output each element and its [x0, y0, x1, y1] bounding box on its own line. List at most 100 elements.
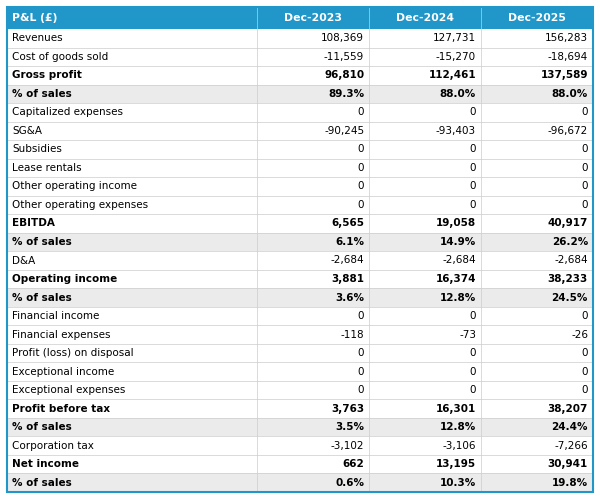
Text: 108,369: 108,369 — [321, 33, 364, 43]
Text: 88.0%: 88.0% — [552, 89, 588, 99]
Text: 16,374: 16,374 — [436, 274, 476, 284]
Text: 0: 0 — [470, 200, 476, 210]
Text: Financial expenses: Financial expenses — [12, 329, 110, 340]
Text: 89.3%: 89.3% — [328, 89, 364, 99]
Text: 0: 0 — [470, 163, 476, 173]
Text: Dec-2025: Dec-2025 — [508, 13, 566, 23]
Bar — [7, 233, 593, 251]
Text: 0: 0 — [581, 107, 588, 117]
Text: Profit before tax: Profit before tax — [12, 404, 110, 414]
Text: -15,270: -15,270 — [436, 52, 476, 62]
Bar — [7, 29, 593, 47]
Text: -3,102: -3,102 — [331, 441, 364, 451]
Bar — [7, 159, 593, 177]
Bar — [7, 381, 593, 399]
Text: 0: 0 — [581, 144, 588, 154]
Text: -93,403: -93,403 — [436, 126, 476, 136]
Text: D&A: D&A — [12, 255, 35, 265]
Bar — [7, 47, 593, 66]
Text: 0: 0 — [358, 311, 364, 321]
Bar — [7, 362, 593, 381]
Text: 156,283: 156,283 — [545, 33, 588, 43]
Text: -73: -73 — [459, 329, 476, 340]
Text: 26.2%: 26.2% — [552, 237, 588, 247]
Text: % of sales: % of sales — [12, 478, 72, 488]
Bar — [7, 307, 593, 325]
Text: Net income: Net income — [12, 459, 79, 469]
Text: Gross profit: Gross profit — [12, 70, 82, 80]
Text: 19.8%: 19.8% — [552, 478, 588, 488]
Bar — [7, 177, 593, 196]
Text: Operating income: Operating income — [12, 274, 117, 284]
Text: -2,684: -2,684 — [442, 255, 476, 265]
Text: 0: 0 — [581, 311, 588, 321]
Text: 0: 0 — [358, 107, 364, 117]
Text: 0: 0 — [470, 311, 476, 321]
Text: 13,195: 13,195 — [436, 459, 476, 469]
Text: 0: 0 — [581, 200, 588, 210]
Text: 0: 0 — [358, 144, 364, 154]
Text: % of sales: % of sales — [12, 422, 72, 432]
Text: -90,245: -90,245 — [324, 126, 364, 136]
Text: 0: 0 — [470, 107, 476, 117]
Text: 16,301: 16,301 — [436, 404, 476, 414]
Text: Exceptional income: Exceptional income — [12, 367, 114, 377]
Text: Capitalized expenses: Capitalized expenses — [12, 107, 123, 117]
Text: 12.8%: 12.8% — [440, 422, 476, 432]
Text: 24.5%: 24.5% — [551, 292, 588, 302]
Text: Subsidies: Subsidies — [12, 144, 62, 154]
Text: EBITDA: EBITDA — [12, 219, 55, 229]
Text: 0.6%: 0.6% — [335, 478, 364, 488]
Bar — [7, 344, 593, 362]
Bar — [7, 325, 593, 344]
Text: 10.3%: 10.3% — [440, 478, 476, 488]
Bar — [7, 474, 593, 492]
Text: 137,589: 137,589 — [541, 70, 588, 80]
Bar — [7, 196, 593, 214]
Text: Dec-2024: Dec-2024 — [396, 13, 454, 23]
Text: Corporation tax: Corporation tax — [12, 441, 94, 451]
Text: 3.5%: 3.5% — [335, 422, 364, 432]
Text: 0: 0 — [470, 144, 476, 154]
Bar — [7, 122, 593, 140]
Bar — [7, 251, 593, 270]
Text: Other operating income: Other operating income — [12, 182, 137, 192]
Text: 6,565: 6,565 — [331, 219, 364, 229]
Text: Profit (loss) on disposal: Profit (loss) on disposal — [12, 348, 134, 358]
Bar — [7, 437, 593, 455]
Text: 0: 0 — [470, 367, 476, 377]
Text: 0: 0 — [581, 348, 588, 358]
Text: -11,559: -11,559 — [324, 52, 364, 62]
Bar — [7, 66, 593, 84]
Text: Cost of goods sold: Cost of goods sold — [12, 52, 108, 62]
Text: P&L (£): P&L (£) — [12, 13, 58, 23]
Text: 0: 0 — [470, 348, 476, 358]
Text: 0: 0 — [470, 385, 476, 395]
Text: 0: 0 — [581, 367, 588, 377]
Bar — [7, 103, 593, 122]
Text: 40,917: 40,917 — [548, 219, 588, 229]
Text: 6.1%: 6.1% — [335, 237, 364, 247]
Text: 14.9%: 14.9% — [440, 237, 476, 247]
Text: 0: 0 — [581, 163, 588, 173]
Text: 0: 0 — [358, 163, 364, 173]
Text: -3,106: -3,106 — [443, 441, 476, 451]
Text: 3.6%: 3.6% — [335, 292, 364, 302]
Text: -26: -26 — [571, 329, 588, 340]
Text: % of sales: % of sales — [12, 292, 72, 302]
Text: 38,233: 38,233 — [548, 274, 588, 284]
Text: 112,461: 112,461 — [428, 70, 476, 80]
Bar — [7, 418, 593, 437]
Text: % of sales: % of sales — [12, 89, 72, 99]
Bar — [7, 84, 593, 103]
Text: -118: -118 — [341, 329, 364, 340]
Text: 3,881: 3,881 — [331, 274, 364, 284]
Text: Exceptional expenses: Exceptional expenses — [12, 385, 125, 395]
Bar — [7, 399, 593, 418]
Text: 0: 0 — [358, 348, 364, 358]
Text: 88.0%: 88.0% — [440, 89, 476, 99]
Bar — [7, 270, 593, 288]
Bar — [7, 455, 593, 474]
Text: 0: 0 — [358, 200, 364, 210]
Bar — [7, 214, 593, 233]
